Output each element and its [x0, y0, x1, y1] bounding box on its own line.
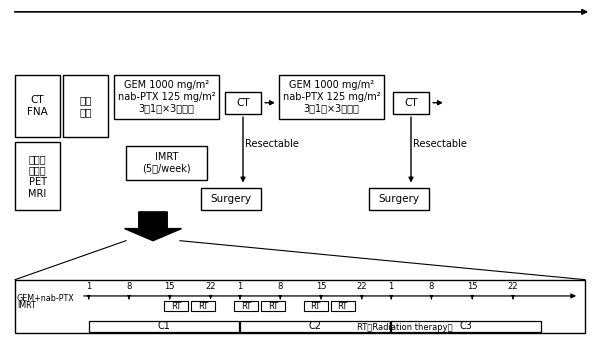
Bar	[234, 301, 258, 311]
Text: RT: RT	[268, 302, 278, 311]
Text: RT: RT	[171, 302, 182, 311]
Text: RT: RT	[198, 302, 209, 311]
Text: 15: 15	[316, 281, 326, 291]
Text: C3: C3	[460, 321, 473, 331]
Bar	[126, 146, 207, 180]
Text: Surgery: Surgery	[379, 194, 419, 204]
Bar	[225, 92, 261, 114]
Text: 8: 8	[278, 281, 283, 291]
Text: 22: 22	[205, 281, 216, 291]
Text: 22: 22	[356, 281, 367, 291]
Text: GEM+nab-PTX: GEM+nab-PTX	[17, 294, 74, 303]
Text: RT: RT	[241, 302, 251, 311]
Text: CT: CT	[404, 98, 418, 107]
Text: IMRT: IMRT	[17, 301, 35, 310]
Text: 22: 22	[508, 281, 518, 291]
Bar	[369, 188, 429, 210]
Text: CT
FNA: CT FNA	[27, 95, 48, 117]
Bar	[164, 301, 188, 311]
Text: 15: 15	[467, 281, 478, 291]
Text: 1: 1	[86, 281, 91, 291]
Text: GEM 1000 mg/m²
nab-PTX 125 mg/m²
3投1休×3コース: GEM 1000 mg/m² nab-PTX 125 mg/m² 3投1休×3コ…	[118, 80, 215, 113]
Text: RT: RT	[337, 302, 348, 311]
Polygon shape	[125, 212, 182, 241]
Bar	[279, 75, 384, 119]
Text: 8: 8	[429, 281, 434, 291]
Bar	[191, 301, 215, 311]
Bar	[15, 142, 60, 210]
Bar	[261, 301, 285, 311]
Bar	[331, 301, 355, 311]
Bar	[15, 280, 585, 333]
Text: 同意
取得: 同意 取得	[79, 95, 92, 117]
Text: IMRT
(5回/week): IMRT (5回/week)	[142, 152, 191, 174]
Bar	[114, 75, 219, 119]
Bar	[393, 92, 429, 114]
Bar	[89, 321, 239, 332]
Text: 必要に
応じて
PET
MRI: 必要に 応じて PET MRI	[28, 154, 47, 199]
Bar	[240, 321, 390, 332]
Bar	[15, 75, 60, 137]
Text: RT：Radiation therapyⰿ: RT：Radiation therapyⰿ	[357, 322, 452, 332]
Text: 1: 1	[238, 281, 242, 291]
Text: RT: RT	[310, 302, 321, 311]
Text: 15: 15	[164, 281, 175, 291]
Text: GEM 1000 mg/m²
nab-PTX 125 mg/m²
3投1休×3コース: GEM 1000 mg/m² nab-PTX 125 mg/m² 3投1休×3コ…	[283, 80, 380, 113]
Bar	[201, 188, 261, 210]
Text: C1: C1	[157, 321, 170, 331]
Text: CT: CT	[236, 98, 250, 107]
Text: Resectable: Resectable	[413, 139, 467, 149]
Text: Resectable: Resectable	[245, 139, 299, 149]
Text: 8: 8	[127, 281, 131, 291]
Text: 1: 1	[389, 281, 394, 291]
Bar	[63, 75, 108, 137]
Bar	[391, 321, 541, 332]
Text: Surgery: Surgery	[211, 194, 251, 204]
Text: C2: C2	[308, 321, 322, 331]
Bar	[304, 301, 328, 311]
